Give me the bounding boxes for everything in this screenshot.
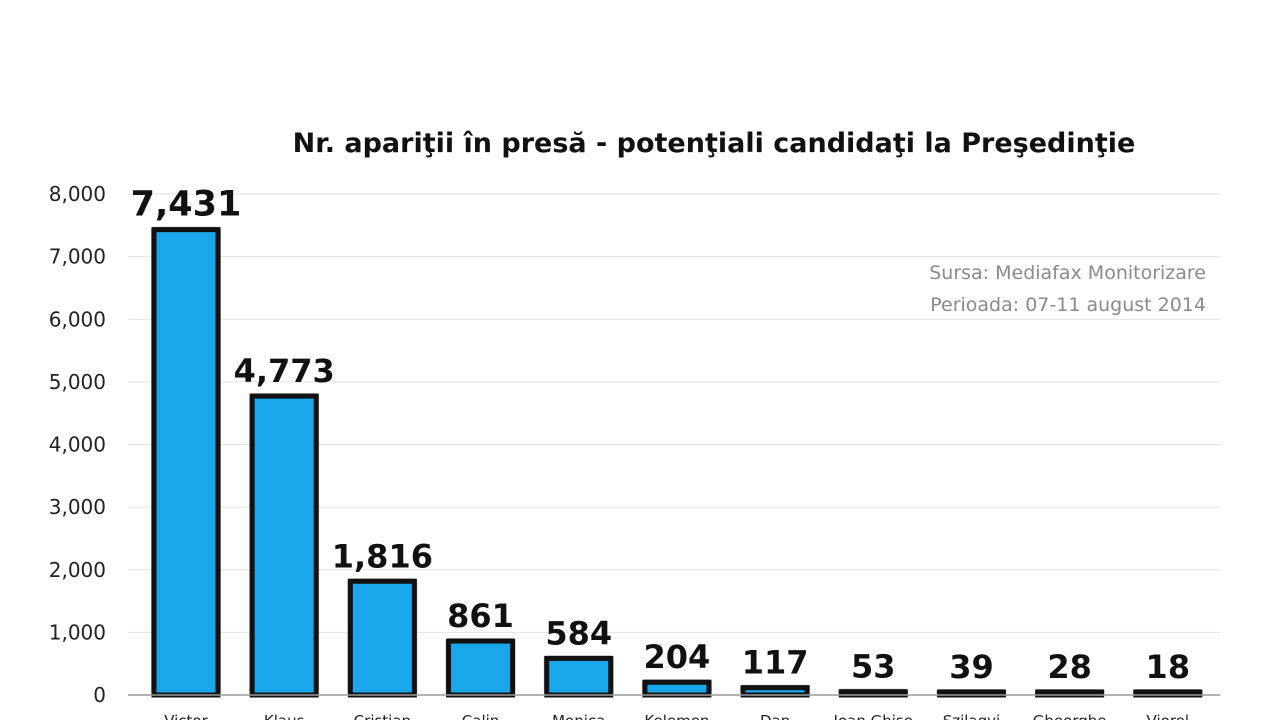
bar: [347, 578, 417, 698]
category-label: Cristian: [354, 712, 411, 720]
data-label: 39: [949, 648, 994, 686]
y-tick-label: 7,000: [49, 245, 106, 269]
data-label: 18: [1146, 648, 1191, 686]
chart-title: Nr. apariţii în presă - potenţiali candi…: [293, 128, 1136, 159]
category-label: Monica: [552, 712, 605, 720]
bar: [151, 227, 221, 698]
y-axis-ticks: 0 1,000 2,000 3,000 4,000 5,000 6,000 7,000 8,00…: [49, 182, 106, 707]
y-tick-label: 2,000: [49, 558, 106, 582]
data-label: 28: [1047, 648, 1092, 686]
bar: [249, 393, 319, 698]
data-label: 4,773: [234, 352, 335, 390]
category-label: Viorel: [1147, 712, 1190, 720]
data-label: 204: [644, 638, 711, 676]
category-label: Kelemen: [644, 712, 709, 720]
category-label: Dan: [760, 712, 790, 720]
y-tick-label: 1,000: [49, 620, 106, 644]
y-tick-label: 0: [93, 683, 106, 707]
data-labels: 7,431 4,773 1,816 861 584 204 117 53 39 28 18: [131, 185, 1190, 686]
category-label: Szilagyi: [943, 712, 1001, 720]
category-label: Klaus: [264, 712, 305, 720]
data-label: 584: [545, 614, 612, 652]
period-annotation: Perioada: 07-11 august 2014: [930, 294, 1206, 316]
category-label: Victor: [164, 712, 208, 720]
data-label: 861: [447, 597, 514, 635]
bar: [642, 679, 712, 698]
data-label: 7,431: [131, 185, 242, 225]
data-label: 117: [742, 644, 809, 682]
bar: [544, 655, 614, 698]
data-label: 53: [851, 648, 896, 686]
source-annotation: Sursa: Mediafax Monitorizare: [929, 262, 1206, 284]
y-tick-label: 6,000: [49, 307, 106, 331]
category-labels: Victor Klaus Cristian Calin Monica Kelemen Dan…: [164, 712, 1189, 720]
y-tick-label: 8,000: [49, 182, 106, 206]
bar: [740, 685, 810, 698]
y-tick-label: 5,000: [49, 370, 106, 394]
y-tick-label: 3,000: [49, 495, 106, 519]
category-label: Gheorghe: [1033, 712, 1107, 720]
category-label: Ioan Ghise: [834, 712, 913, 720]
bar: [446, 638, 516, 698]
category-label: Calin: [462, 712, 500, 720]
data-label: 1,816: [332, 537, 433, 575]
y-tick-label: 4,000: [49, 433, 106, 457]
